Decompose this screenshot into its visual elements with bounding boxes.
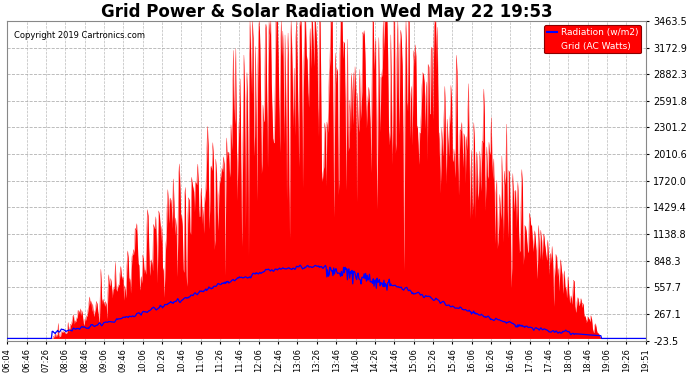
Text: Copyright 2019 Cartronics.com: Copyright 2019 Cartronics.com [14,30,145,39]
Title: Grid Power & Solar Radiation Wed May 22 19:53: Grid Power & Solar Radiation Wed May 22 … [101,3,552,21]
Legend: Radiation (w/m2), Grid (AC Watts): Radiation (w/m2), Grid (AC Watts) [544,26,641,53]
